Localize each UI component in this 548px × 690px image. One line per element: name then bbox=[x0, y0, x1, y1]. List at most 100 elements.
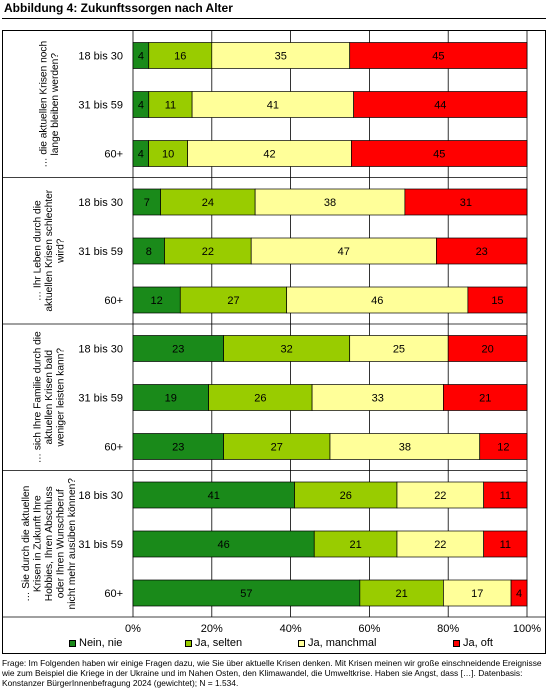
data-label: 23 bbox=[172, 442, 184, 454]
group-label: lange bleiben werden? bbox=[50, 53, 61, 156]
footnote: Frage: Im Folgenden haben wir einige Fra… bbox=[2, 658, 542, 688]
category-label: 60+ bbox=[104, 442, 123, 454]
data-label: 10 bbox=[162, 149, 174, 161]
category-label: 31 bis 59 bbox=[78, 246, 123, 258]
title-divider bbox=[2, 18, 546, 19]
legend-label: Ja, selten bbox=[195, 637, 243, 649]
data-label: 11 bbox=[500, 539, 511, 551]
bar-segment bbox=[436, 237, 528, 265]
bar-segment bbox=[510, 579, 528, 607]
data-label: 42 bbox=[263, 149, 275, 161]
bar-segment bbox=[286, 286, 469, 314]
data-label: 12 bbox=[497, 442, 509, 454]
group-label: aktuellen Krisen bald bbox=[44, 350, 55, 445]
data-label: 32 bbox=[281, 344, 293, 356]
data-label: 33 bbox=[372, 393, 384, 405]
data-label: 38 bbox=[399, 442, 411, 454]
bar-segment bbox=[313, 530, 398, 558]
data-label: 31 bbox=[460, 197, 472, 209]
data-label: 21 bbox=[396, 588, 408, 600]
data-label: 45 bbox=[433, 149, 445, 161]
bar-segment bbox=[132, 433, 224, 460]
data-label: 46 bbox=[371, 295, 383, 307]
group-label: aktuellen Krisen schlechter bbox=[44, 189, 55, 311]
bar-segment bbox=[160, 188, 256, 216]
bar-segment bbox=[294, 481, 398, 509]
data-label: 22 bbox=[434, 539, 446, 551]
bar-segment bbox=[311, 384, 444, 411]
group-label: … sich Ihre Familie durch die bbox=[33, 331, 44, 463]
bar-segment bbox=[353, 91, 528, 118]
x-tick-label: 40% bbox=[280, 623, 302, 635]
data-label: 25 bbox=[393, 344, 405, 356]
bar-segment bbox=[467, 286, 528, 314]
group-label: Krisen in Zukunft Ihre bbox=[33, 495, 44, 592]
data-label: 23 bbox=[172, 344, 184, 356]
data-label: 11 bbox=[500, 490, 511, 502]
bar-segment bbox=[164, 237, 252, 265]
group-label: wird? bbox=[56, 238, 67, 264]
bar-segment bbox=[329, 433, 481, 460]
data-label: 47 bbox=[338, 246, 350, 258]
bar-segment bbox=[132, 335, 224, 362]
data-label: 26 bbox=[254, 393, 266, 405]
group-label: nicht mehr ausüben können? bbox=[67, 478, 78, 610]
group-label: oder Ihren Wunschberuf bbox=[56, 489, 67, 598]
bar-segment bbox=[443, 579, 512, 607]
category-label: 18 bis 30 bbox=[78, 197, 123, 209]
group-label: Hobbies, Ihren Abschluss bbox=[44, 486, 55, 601]
bar-segment bbox=[132, 579, 361, 607]
legend: Nein, nie Ja, selten Ja, manchmal Ja, oft bbox=[3, 636, 545, 650]
bar-segment bbox=[254, 188, 406, 216]
category-label: 18 bis 30 bbox=[78, 51, 123, 63]
bar-segment bbox=[132, 286, 181, 314]
bar-segment bbox=[447, 335, 528, 362]
legend-swatch bbox=[298, 639, 305, 647]
group-label: … die aktuellen Krisen noch bbox=[38, 41, 49, 168]
data-label: 21 bbox=[349, 539, 361, 551]
data-label: 7 bbox=[144, 197, 150, 209]
data-label: 23 bbox=[476, 246, 488, 258]
category-label: 31 bis 59 bbox=[78, 539, 123, 551]
data-label: 15 bbox=[491, 295, 503, 307]
x-tick-label: 100% bbox=[513, 623, 541, 635]
bar-segment bbox=[443, 384, 528, 411]
bar-segment bbox=[211, 42, 351, 69]
chart-frame bbox=[2, 30, 546, 654]
data-label: 4 bbox=[138, 149, 144, 161]
bar-segment bbox=[396, 530, 485, 558]
data-label: 38 bbox=[324, 197, 336, 209]
data-label: 22 bbox=[434, 490, 446, 502]
category-label: 18 bis 30 bbox=[78, 490, 123, 502]
bar-segment bbox=[132, 237, 165, 265]
bar-segment bbox=[223, 433, 331, 460]
group-label: weniger leisten kann? bbox=[56, 348, 67, 448]
data-label: 21 bbox=[479, 393, 491, 405]
legend-item: Nein, nie bbox=[69, 636, 122, 650]
bar-segment bbox=[148, 140, 188, 167]
legend-item: Ja, oft bbox=[453, 636, 493, 650]
bar-segment bbox=[404, 188, 528, 216]
bar-segment bbox=[191, 91, 354, 118]
bar-segment bbox=[179, 286, 288, 314]
category-label: 18 bis 30 bbox=[78, 344, 123, 356]
stacked-bar-chart: 0% 20% 40% 60% 80% 100% … die aktuellen Krisen… bbox=[2, 31, 546, 635]
bar-segment bbox=[223, 335, 351, 362]
x-tick-label: 60% bbox=[358, 623, 380, 635]
x-tick-label: 20% bbox=[201, 623, 223, 635]
category-label: 31 bis 59 bbox=[78, 100, 123, 112]
x-tick-label: 80% bbox=[437, 623, 459, 635]
data-label: 24 bbox=[202, 197, 214, 209]
data-label: 44 bbox=[434, 100, 446, 112]
bar-segment bbox=[349, 42, 528, 69]
data-label: 41 bbox=[208, 490, 220, 502]
legend-label: Nein, nie bbox=[79, 637, 123, 649]
figure-title: Abbildung 4: Zukunftssorgen nach Alter bbox=[4, 1, 233, 15]
category-label: 31 bis 59 bbox=[78, 393, 123, 405]
group-label: … Ihr Leben durch die bbox=[33, 200, 44, 301]
bar-segment bbox=[479, 433, 528, 460]
bar-segment bbox=[483, 530, 528, 558]
data-label: 57 bbox=[240, 588, 252, 600]
data-label: 35 bbox=[275, 51, 287, 63]
category-label: 60+ bbox=[104, 588, 123, 600]
